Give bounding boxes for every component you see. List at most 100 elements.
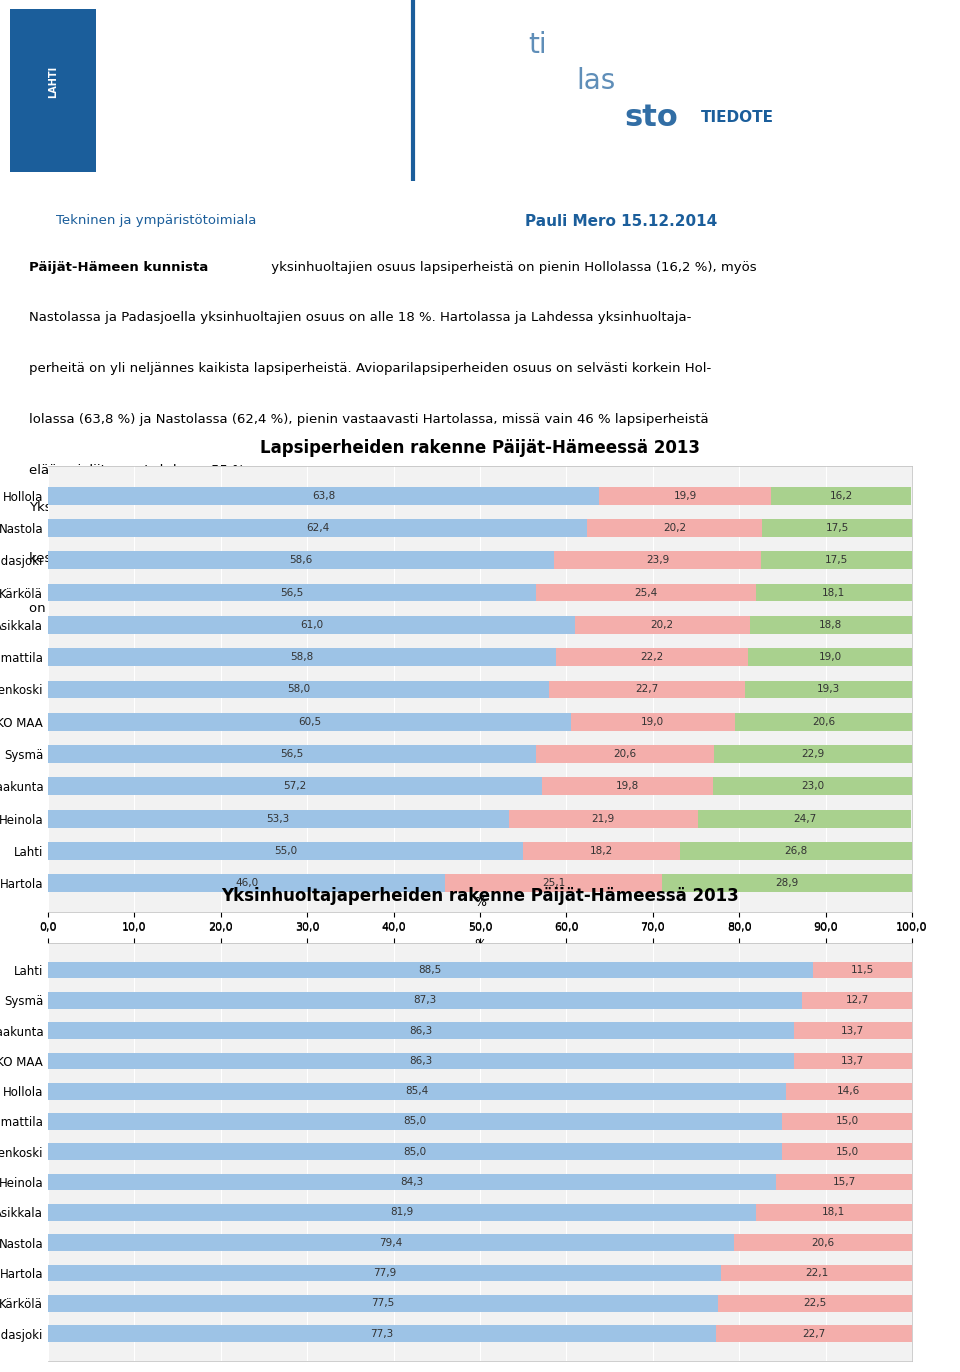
Text: LAHTI: LAHTI xyxy=(48,66,58,97)
Bar xyxy=(48,778,542,796)
Text: 22,2: 22,2 xyxy=(640,652,663,663)
Text: 25,4: 25,4 xyxy=(635,587,658,598)
Text: 25,1: 25,1 xyxy=(542,878,565,888)
Bar xyxy=(718,1295,912,1312)
Text: 15,0: 15,0 xyxy=(835,1117,859,1126)
Text: Tekninen ja ympäristötoimiala: Tekninen ja ympäristötoimiala xyxy=(56,214,256,226)
Bar xyxy=(48,1325,716,1342)
Bar xyxy=(542,778,713,796)
Bar xyxy=(48,809,509,827)
Text: 62,4: 62,4 xyxy=(306,523,329,532)
Text: 15,7: 15,7 xyxy=(832,1177,855,1187)
Bar xyxy=(794,1052,912,1069)
Text: las: las xyxy=(576,67,615,96)
Bar xyxy=(48,1052,794,1069)
Bar xyxy=(570,713,735,731)
Bar xyxy=(48,962,813,978)
Bar xyxy=(813,962,912,978)
Bar xyxy=(48,874,445,892)
Text: 77,9: 77,9 xyxy=(372,1268,396,1279)
Text: Pauli Mero 15.12.2014: Pauli Mero 15.12.2014 xyxy=(525,214,717,229)
Bar xyxy=(698,809,911,827)
Text: 21,9: 21,9 xyxy=(591,814,614,823)
Text: 77,5: 77,5 xyxy=(372,1298,395,1309)
Bar xyxy=(756,1205,912,1221)
Bar xyxy=(713,778,912,796)
Bar xyxy=(599,487,771,505)
Text: 46,0: 46,0 xyxy=(235,878,258,888)
Bar xyxy=(509,809,698,827)
Text: 61,0: 61,0 xyxy=(300,620,324,630)
Text: 85,0: 85,0 xyxy=(403,1117,427,1126)
Text: sto: sto xyxy=(624,103,678,132)
X-axis label: %: % xyxy=(474,937,486,951)
Bar xyxy=(721,1265,912,1281)
Text: 87,3: 87,3 xyxy=(414,995,437,1006)
Bar xyxy=(48,842,523,860)
Text: 18,1: 18,1 xyxy=(822,587,846,598)
Text: 18,1: 18,1 xyxy=(822,1207,846,1217)
Text: Päijät-Hämeen kunnista: Päijät-Hämeen kunnista xyxy=(29,261,208,273)
Bar xyxy=(48,519,588,536)
Text: 84,3: 84,3 xyxy=(400,1177,423,1187)
Bar xyxy=(48,1235,734,1251)
Text: 19,9: 19,9 xyxy=(674,491,697,501)
Text: 53,3: 53,3 xyxy=(267,814,290,823)
Text: 14,6: 14,6 xyxy=(837,1087,860,1096)
Bar xyxy=(745,681,912,698)
Text: 88,5: 88,5 xyxy=(419,965,442,975)
Text: yksinhuoltajien osuus lapsiperheistä on pienin Hollolassa (16,2 %), myös: yksinhuoltajien osuus lapsiperheistä on … xyxy=(267,261,756,273)
Bar xyxy=(714,745,912,763)
Title: Lapsiperheiden rakenne Päijät-Hämeessä 2013: Lapsiperheiden rakenne Päijät-Hämeessä 2… xyxy=(260,439,700,457)
Text: keskimäärin, lähes 90 %. Padasjoella, Kärkölässä, Hartolassa ja Nastolassa yksin: keskimäärin, lähes 90 %. Padasjoella, Kä… xyxy=(29,552,699,564)
Bar xyxy=(588,519,761,536)
Text: 26,8: 26,8 xyxy=(784,847,808,856)
Bar xyxy=(48,1265,721,1281)
Bar xyxy=(716,1325,912,1342)
Text: 22,7: 22,7 xyxy=(636,685,659,694)
Text: 57,2: 57,2 xyxy=(283,781,307,792)
Text: 28,9: 28,9 xyxy=(776,878,799,888)
Bar xyxy=(748,648,912,665)
FancyBboxPatch shape xyxy=(10,10,96,172)
Text: 56,5: 56,5 xyxy=(280,587,303,598)
Text: 18,2: 18,2 xyxy=(590,847,613,856)
Bar xyxy=(771,487,911,505)
Text: 58,0: 58,0 xyxy=(287,685,310,694)
Bar xyxy=(48,552,554,569)
Text: %: % xyxy=(474,896,486,910)
Bar xyxy=(48,1205,756,1221)
Bar xyxy=(445,874,662,892)
Text: 11,5: 11,5 xyxy=(851,965,874,975)
Title: Yksinhuoltajaperheiden rakenne Päijät-Hämeessä 2013: Yksinhuoltajaperheiden rakenne Päijät-Hä… xyxy=(221,886,739,906)
Text: 85,4: 85,4 xyxy=(405,1087,428,1096)
Text: 55,0: 55,0 xyxy=(274,847,298,856)
Text: 63,8: 63,8 xyxy=(312,491,335,501)
Text: 22,9: 22,9 xyxy=(802,749,825,759)
Text: 24,7: 24,7 xyxy=(793,814,816,823)
Bar xyxy=(554,552,761,569)
Bar xyxy=(48,992,803,1008)
Bar xyxy=(549,681,745,698)
Bar xyxy=(48,1083,786,1099)
Text: 19,0: 19,0 xyxy=(818,652,842,663)
Text: 13,7: 13,7 xyxy=(841,1025,864,1036)
Bar xyxy=(761,552,912,569)
Bar xyxy=(48,713,570,731)
Bar xyxy=(48,1174,777,1191)
Text: 16,2: 16,2 xyxy=(829,491,852,501)
FancyBboxPatch shape xyxy=(10,10,96,172)
Text: 22,1: 22,1 xyxy=(804,1268,828,1279)
Text: 20,6: 20,6 xyxy=(811,1238,834,1247)
Legend: Aviopari ja lapsia, Avopari ja lapsia, Yksinhuoltajaperhe: Aviopari ja lapsia, Avopari ja lapsia, Y… xyxy=(242,981,718,1004)
Bar xyxy=(575,616,750,634)
Text: 60,5: 60,5 xyxy=(298,716,321,727)
Text: 86,3: 86,3 xyxy=(409,1056,432,1066)
Text: 20,2: 20,2 xyxy=(651,620,674,630)
Text: 79,4: 79,4 xyxy=(379,1238,402,1247)
Bar xyxy=(48,1113,782,1129)
Bar xyxy=(48,648,556,665)
Bar xyxy=(537,583,756,601)
Text: on alle 80 % ja  yksinhuoltajaisien osuus yli 20 % kaikista yksinhuoltajaperheis: on alle 80 % ja yksinhuoltajaisien osuus… xyxy=(29,602,572,615)
Text: 19,0: 19,0 xyxy=(641,716,664,727)
